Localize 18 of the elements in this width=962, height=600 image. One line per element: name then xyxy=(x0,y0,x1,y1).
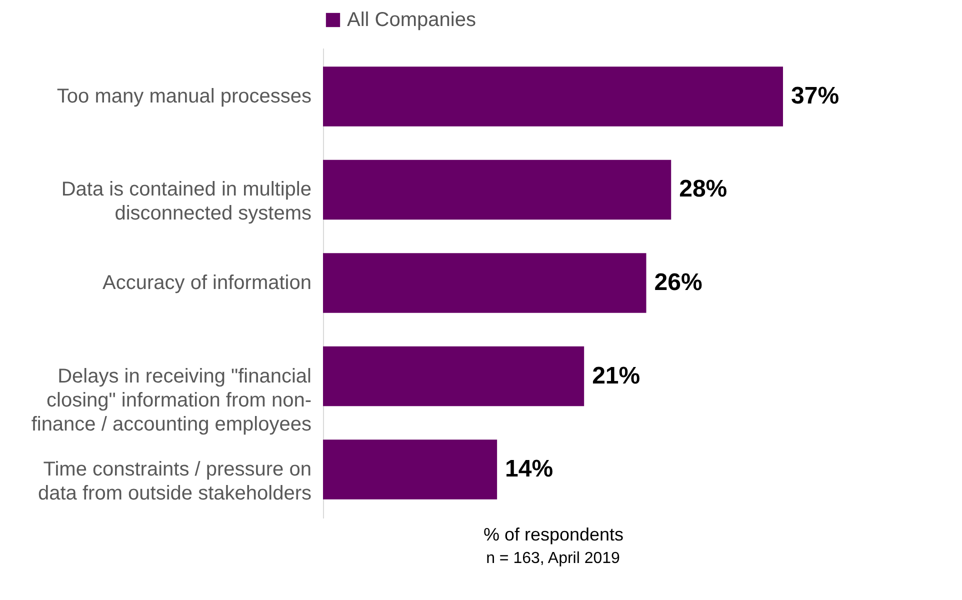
y-tick-label: Delays in receiving "financial closing" information from non- finance / accounting employees xyxy=(31,365,312,436)
bar xyxy=(323,440,498,500)
y-tick-label: Time constraints / pressure on data from outside stakeholders xyxy=(38,458,312,505)
bar xyxy=(323,253,646,313)
x-axis-title: % of respondents xyxy=(483,524,624,544)
data-label: 14% xyxy=(505,456,554,483)
bar xyxy=(323,346,584,406)
y-tick-label: Data is contained in multiple disconnected systems xyxy=(61,178,312,225)
data-label: 26% xyxy=(654,269,702,296)
text: n = 163, April 2019 xyxy=(486,550,620,567)
data-label: 28% xyxy=(679,176,728,203)
bar xyxy=(323,160,672,220)
data-label: 21% xyxy=(592,362,640,390)
y-tick-label: Too many manual processes xyxy=(56,85,312,108)
y-tick-label: Accuracy of information xyxy=(102,272,312,294)
bar xyxy=(323,66,783,126)
data-label: 37% xyxy=(791,82,840,110)
legend-label: All Companies xyxy=(347,9,476,31)
